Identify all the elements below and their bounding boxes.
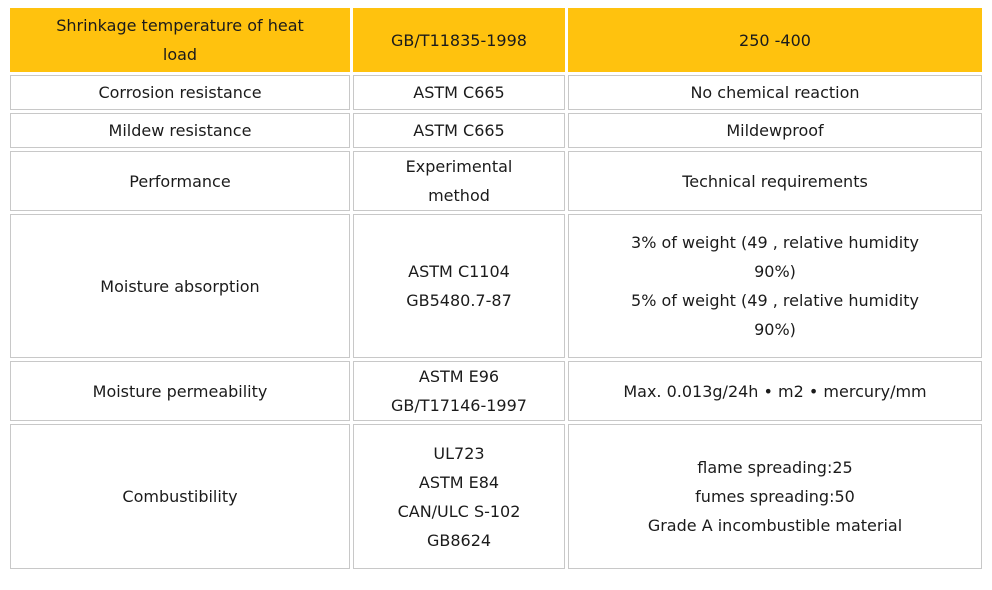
product-specification-table: Shrinkage temperature of heat load GB/T1… bbox=[7, 5, 985, 572]
value-cell: Technical requirements bbox=[568, 151, 982, 211]
value-cell: No chemical reaction bbox=[568, 75, 982, 110]
header-property-cell: Shrinkage temperature of heat load bbox=[10, 8, 350, 72]
header-value-cell: 250 -400 bbox=[568, 8, 982, 72]
table-row-moisture-absorption: Moisture absorption ASTM C1104 GB5480.7-… bbox=[10, 214, 982, 358]
value-cell: Mildewproof bbox=[568, 113, 982, 148]
standard-cell: ASTM C665 bbox=[353, 75, 565, 110]
table-row-combustibility: Combustibility UL723 ASTM E84 CAN/ULC S-… bbox=[10, 424, 982, 569]
standard-cell: ASTM C665 bbox=[353, 113, 565, 148]
header-standard-cell: GB/T11835-1998 bbox=[353, 8, 565, 72]
property-cell: Performance bbox=[10, 151, 350, 211]
value-cell: 3% of weight (49 , relative humidity 90%… bbox=[568, 214, 982, 358]
property-cell: Moisture permeability bbox=[10, 361, 350, 421]
table-row-performance: Performance Experimental method Technica… bbox=[10, 151, 982, 211]
property-cell: Corrosion resistance bbox=[10, 75, 350, 110]
standard-cell: Experimental method bbox=[353, 151, 565, 211]
standard-cell: ASTM E96 GB/T17146-1997 bbox=[353, 361, 565, 421]
property-cell: Moisture absorption bbox=[10, 214, 350, 358]
table-row-corrosion-resistance: Corrosion resistance ASTM C665 No chemic… bbox=[10, 75, 982, 110]
property-cell: Combustibility bbox=[10, 424, 350, 569]
standard-cell: ASTM C1104 GB5480.7-87 bbox=[353, 214, 565, 358]
table-row-moisture-permeability: Moisture permeability ASTM E96 GB/T17146… bbox=[10, 361, 982, 421]
table-row-mildew-resistance: Mildew resistance ASTM C665 Mildewproof bbox=[10, 113, 982, 148]
property-cell: Mildew resistance bbox=[10, 113, 350, 148]
value-cell: Max. 0.013g/24h • m2 • mercury/mm bbox=[568, 361, 982, 421]
table-header-row: Shrinkage temperature of heat load GB/T1… bbox=[10, 8, 982, 72]
standard-cell: UL723 ASTM E84 CAN/ULC S-102 GB8624 bbox=[353, 424, 565, 569]
value-cell: flame spreading:25 fumes spreading:50 Gr… bbox=[568, 424, 982, 569]
